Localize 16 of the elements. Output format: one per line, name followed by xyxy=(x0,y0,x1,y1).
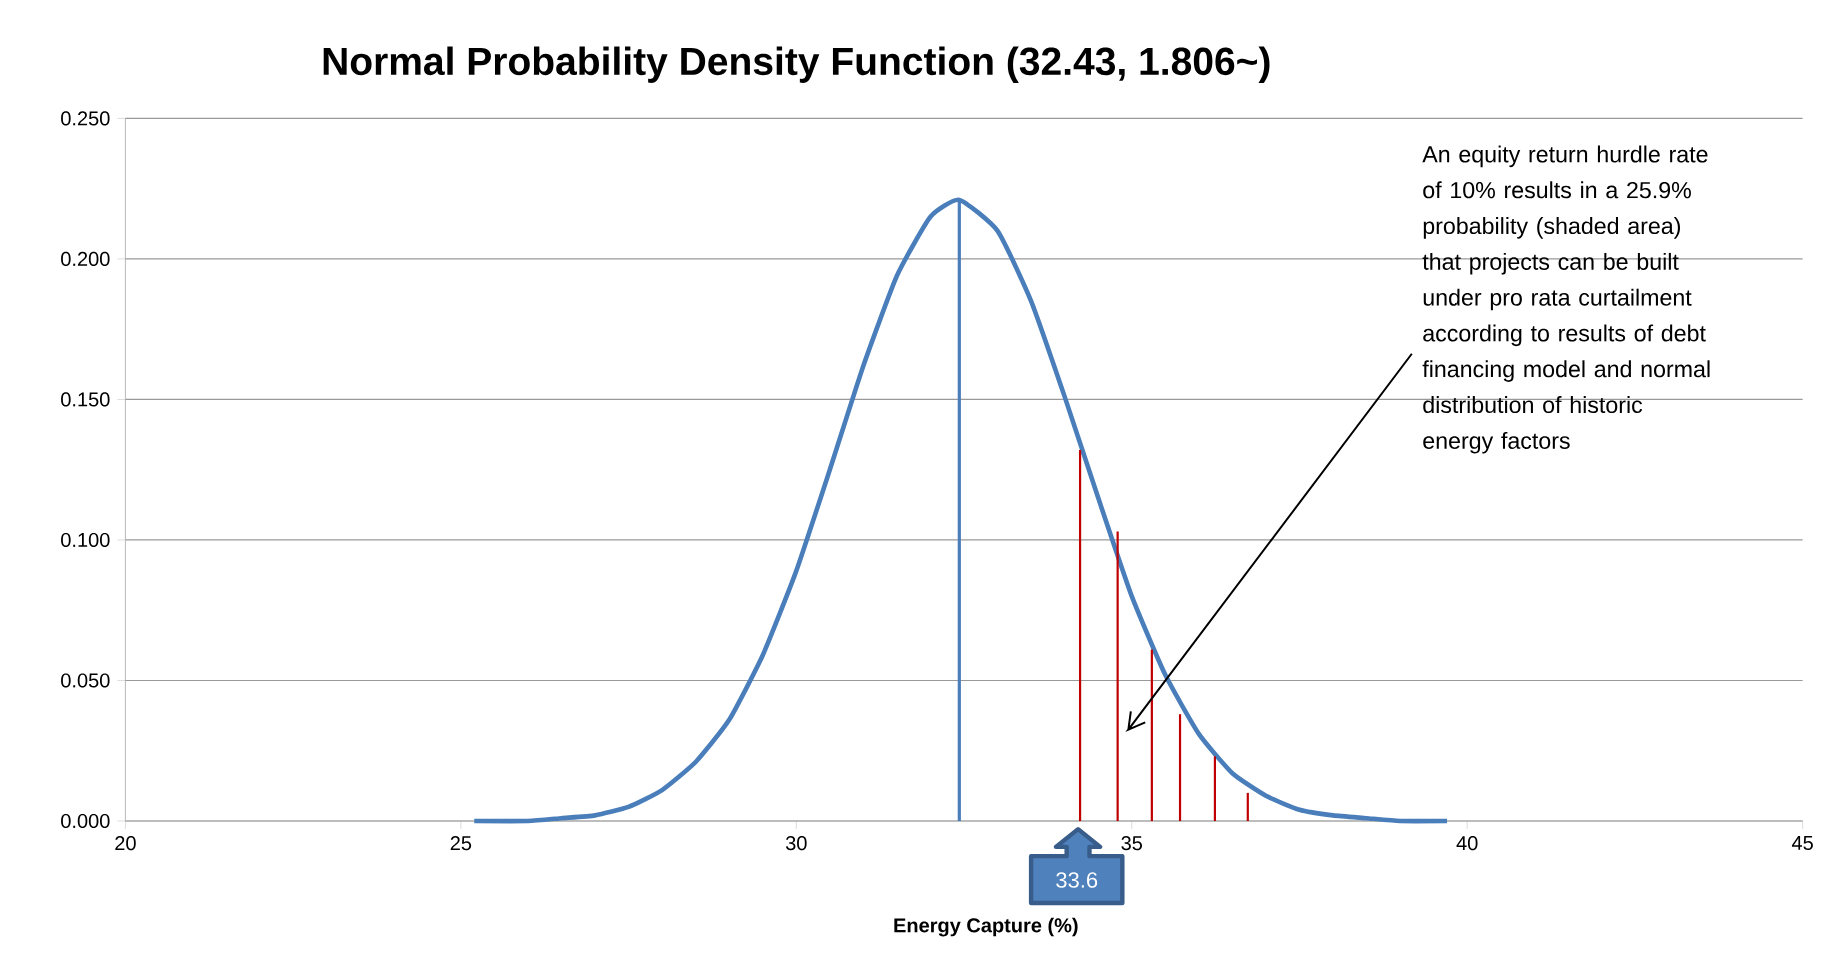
x-tick-label: 35 xyxy=(1121,836,1143,851)
y-tick-label: 0.250 xyxy=(61,111,110,126)
chart-title: Normal Probability Density Function (32.43, 1.806~) xyxy=(323,46,1270,83)
x-tick-label: 30 xyxy=(785,836,807,851)
y-tick-label: 0.200 xyxy=(61,251,110,266)
x-tick-label: 25 xyxy=(450,836,472,851)
annotation: 33.6 xyxy=(1056,872,1098,888)
y-tick-label: 0.100 xyxy=(61,532,110,548)
text: An equity return hurdle rate of 10% results in a 25.9% probability (shaded area) that projects can be built under pro rata curtailment according to results of debt financing model and normal distribution of historic energy factors xyxy=(1422,145,1710,454)
x-axis-title: Energy Capture (%) xyxy=(894,917,1078,937)
x-tick-label: 40 xyxy=(1456,836,1478,851)
x-tick-label: 45 xyxy=(1791,836,1813,851)
y-tick-label: 0.000 xyxy=(61,813,110,829)
y-tick-label: 0.050 xyxy=(61,673,110,688)
y-tick-label: 0.150 xyxy=(61,392,110,407)
x-tick-label: 20 xyxy=(115,836,136,851)
